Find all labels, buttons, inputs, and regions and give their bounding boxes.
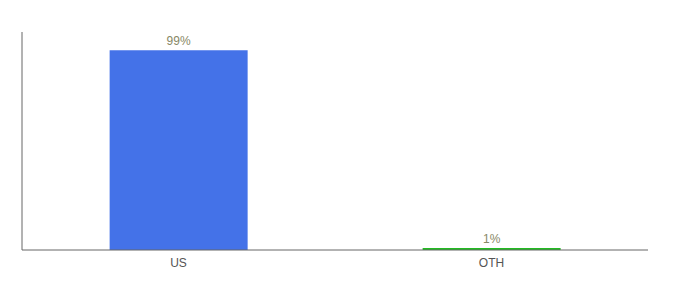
svg-text:1%: 1% xyxy=(483,232,501,246)
svg-text:OTH: OTH xyxy=(479,256,504,270)
svg-text:99%: 99% xyxy=(167,34,191,48)
svg-text:US: US xyxy=(170,256,187,270)
